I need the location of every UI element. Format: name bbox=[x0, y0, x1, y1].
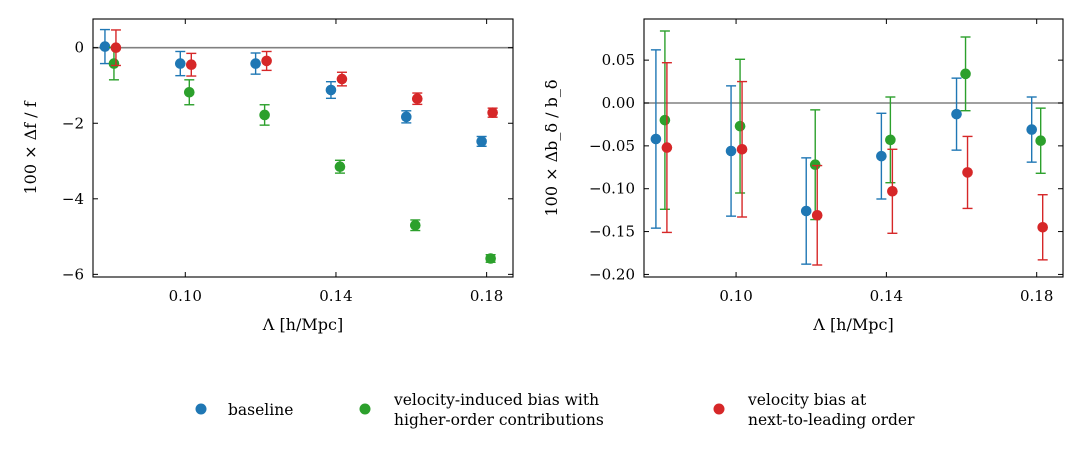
legend-label: velocity bias at bbox=[747, 391, 867, 409]
data-point bbox=[409, 219, 421, 231]
series-baseline bbox=[99, 28, 487, 148]
legend-marker bbox=[359, 403, 371, 415]
series-next-to-leading bbox=[661, 62, 1048, 266]
y-tick-label: −0.05 bbox=[589, 137, 635, 155]
legend-item-baseline: baseline bbox=[195, 401, 293, 419]
data-point bbox=[962, 167, 973, 178]
legend: baseline velocity-induced bias with higher… bbox=[195, 391, 915, 429]
data-point bbox=[811, 209, 823, 221]
x-axis-label: Λ [h/Mpc] bbox=[262, 315, 343, 334]
data-point bbox=[174, 58, 186, 69]
y-tick-label: −4 bbox=[62, 190, 84, 208]
series-next-to-leading bbox=[110, 29, 498, 118]
axes-frame bbox=[643, 18, 1064, 278]
legend-label: baseline bbox=[228, 401, 293, 419]
y-tick-label: −0.20 bbox=[589, 265, 635, 283]
series-higher-order bbox=[108, 46, 496, 264]
legend-item-higher-order: velocity-induced bias with higher-order c… bbox=[359, 391, 604, 429]
series-higher-order bbox=[659, 30, 1046, 221]
data-point bbox=[1037, 221, 1048, 233]
data-point bbox=[325, 84, 337, 96]
data-point bbox=[800, 205, 812, 217]
x-tick-label: 0.18 bbox=[1020, 287, 1053, 305]
data-point bbox=[108, 58, 120, 69]
x-axis-label: Λ [h/Mpc] bbox=[812, 315, 893, 334]
data-point bbox=[334, 161, 346, 172]
data-point bbox=[960, 68, 971, 80]
legend-label: next-to-leading order bbox=[748, 411, 915, 429]
legend-item-next-to-leading: velocity bias at next-to-leading order bbox=[713, 391, 915, 429]
data-point bbox=[411, 93, 423, 105]
legend-marker bbox=[713, 403, 725, 415]
x-tick-label: 0.10 bbox=[719, 287, 752, 305]
y-tick-label: 0 bbox=[74, 39, 84, 57]
legend-label: higher-order contributions bbox=[394, 411, 604, 429]
data-point bbox=[336, 73, 348, 85]
data-point bbox=[185, 59, 197, 71]
y-tick-label: −0.10 bbox=[589, 180, 635, 198]
legend-label: velocity-induced bias with bbox=[393, 391, 599, 409]
data-point bbox=[725, 145, 737, 157]
panel-left-fractional-growth-bias: 0.10 0.14 0.18 0 −2 −4 −6 Λ [h/Mpc] 100 × Δf / f bbox=[21, 18, 514, 334]
data-point bbox=[1026, 124, 1037, 135]
data-point bbox=[183, 86, 195, 98]
data-point bbox=[951, 108, 962, 120]
data-point bbox=[661, 142, 673, 153]
y-axis-label: 100 × Δb_δ / b_δ bbox=[542, 80, 561, 217]
panel-right-linear-bias: 0.10 0.14 0.18 0.05 0.00 −0.05 −0.10 −0.15 −0.20… bbox=[542, 18, 1064, 334]
data-point bbox=[885, 134, 896, 146]
data-point bbox=[736, 143, 748, 155]
data-point bbox=[650, 133, 662, 145]
x-tick-label: 0.14 bbox=[870, 287, 903, 305]
axes-frame bbox=[92, 18, 514, 278]
data-point bbox=[809, 159, 821, 171]
y-tick-label: −0.15 bbox=[589, 223, 635, 241]
data-point bbox=[887, 185, 898, 197]
data-point bbox=[400, 111, 412, 123]
data-point bbox=[250, 58, 261, 69]
data-point bbox=[487, 107, 498, 118]
data-point bbox=[659, 114, 671, 126]
x-tick-label: 0.10 bbox=[169, 287, 202, 305]
data-point bbox=[99, 41, 111, 52]
y-tick-label: 0.05 bbox=[602, 51, 635, 69]
data-point bbox=[734, 120, 746, 132]
data-point bbox=[110, 42, 122, 54]
x-tick-label: 0.14 bbox=[319, 287, 352, 305]
data-point bbox=[1035, 135, 1046, 147]
series-baseline bbox=[650, 49, 1037, 265]
data-point bbox=[876, 150, 887, 162]
data-point bbox=[485, 253, 496, 264]
data-point bbox=[261, 55, 272, 67]
y-tick-label: −6 bbox=[62, 265, 84, 283]
legend-marker bbox=[195, 403, 207, 415]
y-tick-label: −2 bbox=[62, 114, 84, 132]
y-tick-label: 0.00 bbox=[602, 94, 635, 112]
x-tick-label: 0.18 bbox=[470, 287, 503, 305]
data-point bbox=[259, 109, 270, 121]
y-axis-label: 100 × Δf / f bbox=[21, 100, 40, 194]
data-point bbox=[476, 136, 487, 147]
